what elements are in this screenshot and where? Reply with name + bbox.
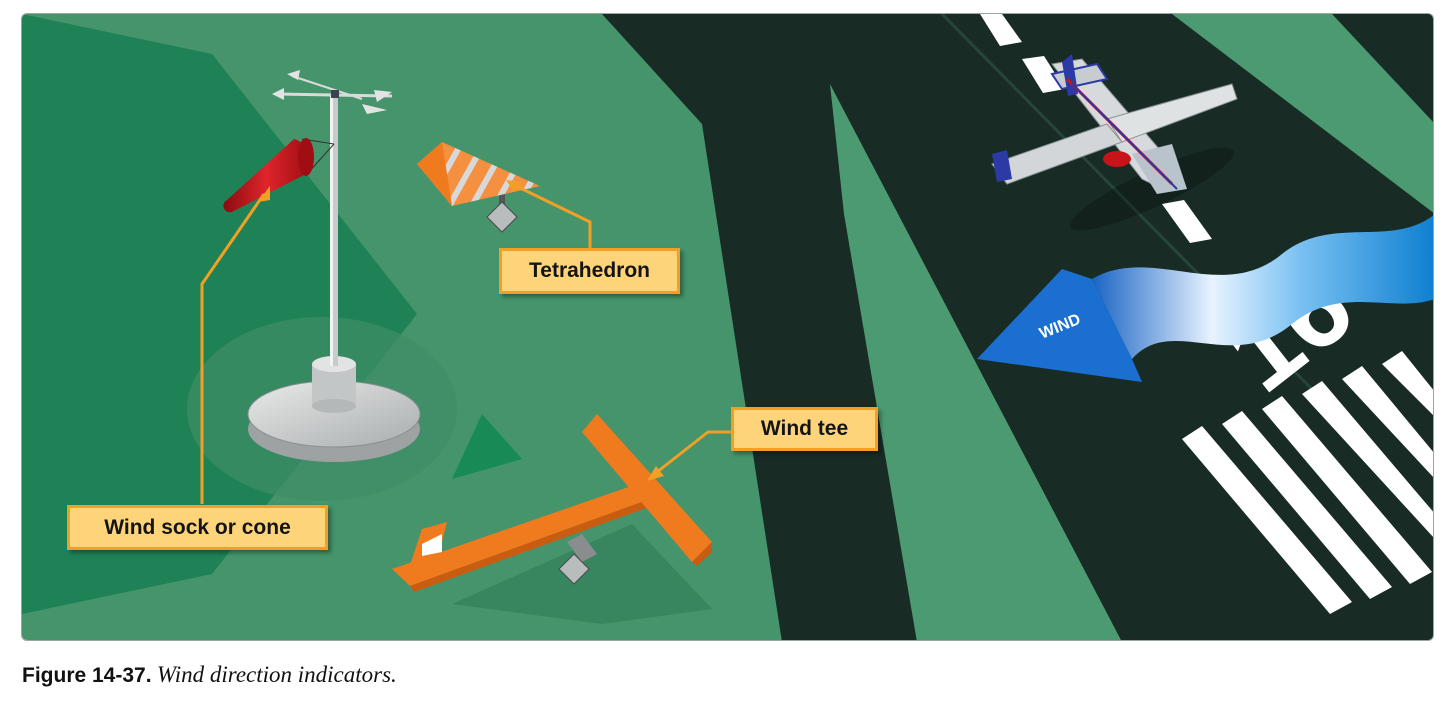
threshold-markings bbox=[1182, 351, 1433, 614]
wind-ribbon bbox=[1092, 215, 1433, 359]
airplane bbox=[991, 54, 1238, 231]
leader-lines bbox=[200, 182, 732, 504]
tetrahedron-label: Tetrahedron bbox=[499, 248, 680, 294]
wind-sock bbox=[223, 139, 309, 213]
wind-sock-mouth bbox=[298, 138, 314, 176]
wind-sock-mast bbox=[247, 70, 421, 462]
wind-tee bbox=[392, 414, 712, 624]
figure-caption-text: Wind direction indicators. bbox=[156, 662, 397, 687]
runway-centerline bbox=[980, 14, 1212, 243]
pad-arrow bbox=[452, 414, 522, 479]
grass-island-lower bbox=[877, 359, 1021, 640]
wind-arrowhead bbox=[977, 269, 1142, 382]
figure-caption: Figure 14-37. Wind direction indicators. bbox=[22, 662, 397, 688]
grass-dark-area bbox=[22, 14, 417, 614]
grass-strip-right bbox=[1172, 14, 1433, 213]
wind-sock-label: Wind sock or cone bbox=[67, 505, 328, 550]
figure-number: Figure 14-37. bbox=[22, 664, 152, 687]
wind-tee-label: Wind tee bbox=[731, 407, 878, 451]
